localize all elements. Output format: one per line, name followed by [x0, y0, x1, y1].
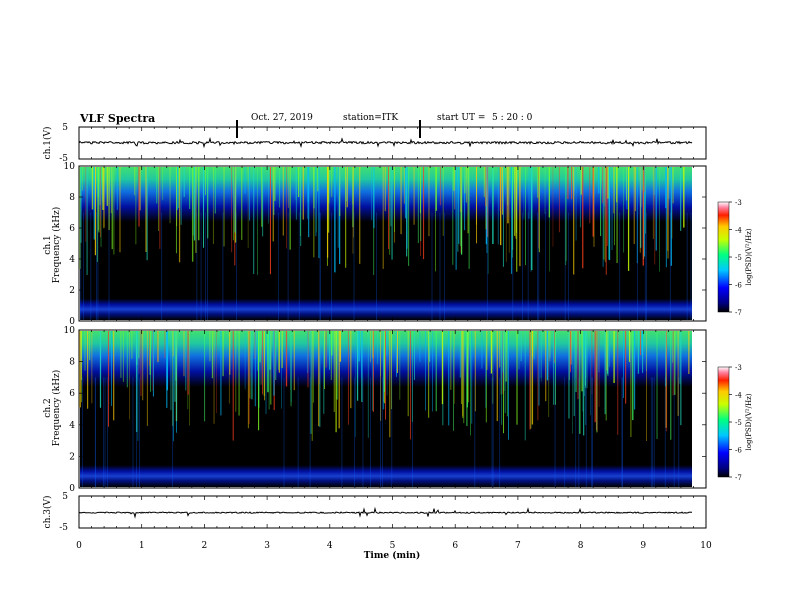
- y-tick-label: 6: [69, 224, 75, 234]
- ch1-spectrogram-panel: 0 2 4 6 8 10 ch.1 Frequency (kHz): [43, 162, 707, 327]
- ch3-waveform-xticks: [78, 496, 707, 528]
- ch1-waveform-xticks: [78, 127, 707, 159]
- ch2-ylabel-line2: Frequency (kHz): [51, 370, 62, 447]
- y-tick-label: 6: [69, 389, 75, 399]
- x-tick-label: 8: [578, 541, 584, 551]
- colorbar-tick-label: -7: [735, 309, 742, 317]
- ch3-ytick-top: 5: [62, 492, 68, 502]
- ch1-ylabel-line1: ch.1: [43, 235, 53, 254]
- station-label: station=ITK: [343, 113, 399, 123]
- y-tick-label: 4: [69, 421, 75, 431]
- spectrogram-background: [80, 167, 692, 320]
- x-tick-label: 0: [76, 541, 82, 551]
- ch2-colorbar: -3 -4 -5 -6 -7 log(PSD)(V²/Hz): [717, 364, 753, 482]
- date-label: Oct. 27, 2019: [251, 113, 313, 123]
- x-tick-label: 5: [390, 541, 396, 551]
- colorbar-tick-label: -3: [735, 364, 742, 372]
- ch3-waveform-trace: [78, 506, 693, 519]
- colorbar-tick-label: -5: [735, 254, 742, 262]
- y-tick-label: 8: [69, 193, 75, 203]
- ch1-ytick-bottom: -5: [59, 154, 68, 164]
- ch3-waveform-panel: 5 -5 ch.3(V) 0 1 2 3 4 5 6 7 8 9 10 Time (min): [42, 492, 712, 561]
- colorbar-tick-label: -6: [735, 282, 742, 290]
- colorbar-tick-label: -3: [735, 199, 742, 207]
- colorbar-tick-label: -4: [735, 227, 742, 235]
- x-tick-label: 1: [139, 541, 145, 551]
- y-tick-label: 10: [64, 326, 76, 336]
- ch2-colorbar-ticks: -3 -4 -5 -6 -7: [729, 364, 742, 482]
- ch1-colorbar-label: log(PSD)(V²/Hz): [745, 228, 753, 285]
- x-tick-label: 2: [202, 541, 208, 551]
- ch1-colorbar-gradient: [717, 201, 730, 313]
- x-tick-label: 6: [452, 541, 458, 551]
- y-tick-label: 8: [69, 358, 75, 368]
- ch3-waveform-ylabel: ch.3(V): [42, 496, 53, 529]
- y-tick-label: 0: [69, 317, 75, 327]
- ch1-spectrogram-axis: 0 2 4 6 8 10: [64, 162, 707, 327]
- start-time: 5 : 20 : 0: [492, 113, 533, 123]
- y-tick-label: 2: [69, 452, 75, 462]
- x-tick-label: 10: [700, 541, 712, 551]
- chart-title: VLF Spectra: [80, 112, 156, 125]
- ch1-colorbar-ticks: -3 -4 -5 -6 -7: [729, 199, 742, 317]
- x-tick-label: 3: [264, 541, 270, 551]
- ch1-ylabel-line2: Frequency (kHz): [51, 207, 62, 284]
- x-axis-label: Time (min): [364, 550, 421, 561]
- ch3-ytick-bottom: -5: [59, 523, 68, 533]
- x-tick-label: 7: [515, 541, 521, 551]
- colorbar-tick-label: -6: [735, 447, 742, 455]
- colorbar-tick-label: -5: [735, 419, 742, 427]
- ch1-spectrogram-image: [79, 167, 692, 320]
- y-tick-label: 10: [64, 162, 76, 172]
- ch2-colorbar-gradient: [717, 366, 730, 478]
- ch1-waveform-panel: 5 -5 ch.1(V): [42, 123, 707, 164]
- ch2-spectrogram-panel: 0 2 4 6 8 10 ch.2 Frequency (kHz): [43, 326, 707, 494]
- ch1-colorbar: -3 -4 -5 -6 -7 log(PSD)(V²/Hz): [717, 199, 753, 317]
- colorbar-tick-label: -7: [735, 474, 742, 482]
- colorbar-tick-label: -4: [735, 392, 742, 400]
- y-tick-label: 0: [69, 484, 75, 494]
- time-axis-tick-labels: 0 1 2 3 4 5 6 7 8 9 10: [76, 541, 712, 551]
- ch2-spectrogram-axis: 0 2 4 6 8 10: [64, 326, 707, 494]
- y-tick-label: 4: [69, 255, 75, 265]
- ch1-ytick-top: 5: [62, 123, 68, 133]
- ch2-colorbar-label: log(PSD)(V²/Hz): [745, 393, 753, 450]
- ch2-ylabel-line1: ch.2: [43, 398, 53, 417]
- ch1-waveform-trace: [78, 137, 693, 149]
- x-tick-label: 4: [327, 541, 333, 551]
- start-label: start UT =: [437, 113, 486, 123]
- y-tick-label: 2: [69, 286, 75, 296]
- ch1-waveform-ylabel: ch.1(V): [42, 127, 53, 160]
- x-tick-label: 9: [640, 541, 646, 551]
- ch2-spectrogram-image: [79, 331, 692, 487]
